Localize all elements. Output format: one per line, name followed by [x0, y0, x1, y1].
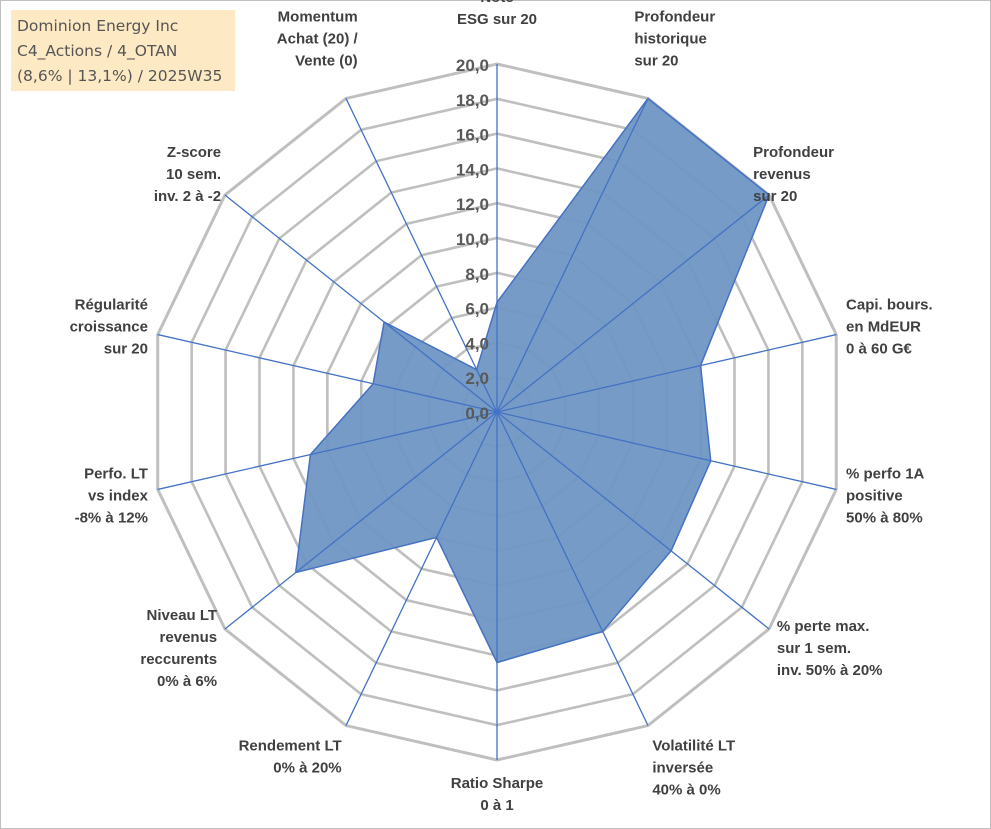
axis-label-layer: Note ESG sur 20 Profondeur historique sur 20…: [70, 0, 933, 814]
axis-label-3: 0 à 60 G€: [846, 340, 913, 357]
axis-label-8: 0% à 20%: [273, 759, 341, 776]
spoke-6: [496, 411, 649, 726]
axis-label-2: sur 20: [753, 188, 797, 205]
tick-label: 12,0: [456, 195, 489, 214]
axis-label-6: Volatilité LT: [652, 737, 735, 754]
axis-label-13: Vente (0): [295, 53, 358, 70]
tick-layer: 0,0 2,0 4,0 6,0 8,0 10,0 12,0 14,0 16,0 18,0 20,0: [456, 56, 489, 423]
spoke-1: [496, 98, 649, 413]
axis-label-12: 10 sem.: [166, 166, 221, 183]
axis-label-9: Niveau LT: [147, 607, 218, 624]
axis-label-4: positive: [846, 488, 903, 505]
spoke-layer: [157, 64, 837, 760]
axis-label-3: Capi. bours.: [846, 296, 933, 313]
tick-label: 2,0: [465, 369, 489, 388]
info-category: C4_Actions / 4_OTAN: [17, 42, 178, 60]
axis-label-9: reccurents: [140, 651, 217, 668]
spoke-11: [157, 333, 498, 413]
axis-label-7: Ratio Sharpe: [451, 775, 544, 792]
axis-label-0: ESG sur 20: [457, 11, 537, 28]
info-stats: (8,6% | 13,1%) / 2025W35: [17, 67, 223, 85]
tick-label: 8,0: [465, 265, 489, 284]
info-box: Dominion Energy Inc C4_Actions / 4_OTAN …: [11, 10, 235, 91]
axis-label-1: Profondeur: [634, 9, 715, 26]
tick-label: 20,0: [456, 56, 489, 75]
axis-label-4: 50% à 80%: [846, 510, 923, 527]
axis-label-3: en MdEUR: [846, 318, 921, 335]
axis-label-8: Rendement LT: [239, 737, 342, 754]
axis-label-5: inv. 50% à 20%: [777, 662, 883, 679]
tick-label: 14,0: [456, 160, 489, 179]
axis-label-12: inv. 2 à -2: [154, 188, 221, 205]
axis-label-6: inversée: [652, 759, 713, 776]
axis-label-9: 0% à 6%: [157, 673, 217, 690]
axis-label-12: Z-score: [167, 144, 221, 161]
axis-label-10: Perfo. LT: [84, 466, 148, 483]
axis-label-0: Note: [480, 0, 513, 6]
axis-label-11: sur 20: [104, 340, 148, 357]
axis-label-13: Momentum: [278, 9, 358, 26]
spoke-12: [224, 194, 498, 413]
spoke-2: [496, 194, 770, 413]
spoke-8: [345, 411, 498, 726]
spoke-9: [224, 411, 498, 630]
axis-label-9: revenus: [160, 629, 218, 646]
series-area-0: [294, 97, 770, 664]
axis-label-10: vs index: [88, 488, 149, 505]
info-company: Dominion Energy Inc: [17, 17, 179, 35]
series-layer: [294, 97, 770, 664]
axis-label-2: Profondeur: [753, 144, 834, 161]
spoke-10: [157, 411, 498, 491]
axis-label-5: % perte max.: [777, 618, 870, 635]
spoke-13: [345, 98, 498, 413]
axis-label-2: revenus: [753, 166, 811, 183]
axis-label-13: Achat (20) /: [277, 31, 359, 48]
tick-label: 16,0: [456, 126, 489, 145]
axis-label-6: 40% à 0%: [652, 781, 720, 798]
axis-label-11: croissance: [70, 318, 148, 335]
axis-label-7: 0 à 1: [480, 797, 513, 814]
tick-label: 0,0: [465, 404, 489, 423]
tick-label: 10,0: [456, 230, 489, 249]
spoke-4: [496, 411, 837, 491]
axis-label-10: -8% à 12%: [75, 510, 148, 527]
spoke-5: [496, 411, 770, 630]
tick-label: 18,0: [456, 91, 489, 110]
axis-label-11: Régularité: [75, 296, 148, 313]
axis-label-5: sur 1 sem.: [777, 640, 851, 657]
tick-label: 4,0: [465, 334, 489, 353]
axis-label-1: historique: [634, 31, 707, 48]
tick-label: 6,0: [465, 300, 489, 319]
axis-label-4: % perfo 1A: [846, 466, 925, 483]
spoke-3: [496, 333, 837, 413]
axis-label-1: sur 20: [634, 53, 678, 70]
